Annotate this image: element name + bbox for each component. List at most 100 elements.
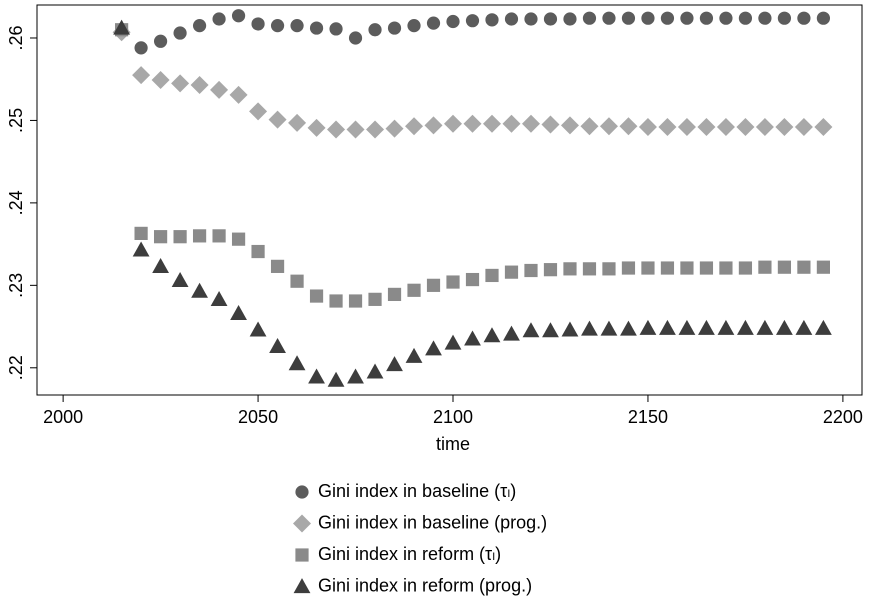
data-point <box>152 257 169 273</box>
data-point <box>582 11 597 25</box>
data-point <box>678 319 696 335</box>
data-point <box>329 22 343 36</box>
data-point <box>463 114 482 133</box>
data-point <box>173 230 187 244</box>
data-point <box>387 21 402 35</box>
data-point <box>407 283 421 297</box>
data-point <box>699 11 714 25</box>
y-tick-label: .23 <box>6 273 26 298</box>
data-point <box>464 330 481 346</box>
data-point <box>524 263 538 278</box>
data-point <box>446 275 460 289</box>
legend-marker <box>295 548 309 562</box>
data-point <box>327 371 345 387</box>
data-point <box>426 278 441 292</box>
data-point <box>777 11 792 25</box>
y-tick-label: .25 <box>6 108 26 133</box>
data-point <box>738 261 753 275</box>
data-point <box>308 368 325 384</box>
data-point <box>680 11 694 25</box>
data-point <box>269 337 286 353</box>
data-point <box>719 261 733 275</box>
data-point <box>268 110 287 129</box>
data-point <box>270 19 285 33</box>
data-point <box>444 334 462 350</box>
data-point <box>698 319 715 335</box>
data-point <box>482 114 501 133</box>
data-point <box>660 11 675 25</box>
data-point <box>755 118 774 137</box>
data-point <box>366 363 384 379</box>
legend-label: Gini index in baseline (τₗ) <box>318 481 516 501</box>
data-point <box>524 12 538 26</box>
data-point <box>288 113 307 132</box>
data-point <box>641 261 655 275</box>
data-point <box>446 14 460 29</box>
data-point <box>581 320 598 336</box>
legend-label: Gini index in reform (τₗ) <box>318 544 501 564</box>
data-point <box>795 319 813 335</box>
data-point <box>699 261 714 275</box>
data-point <box>368 23 382 37</box>
data-point <box>716 118 735 137</box>
data-point <box>738 11 753 25</box>
data-point <box>387 287 402 302</box>
legend-label: Gini index in baseline (prog.) <box>318 512 547 532</box>
x-tick-label: 2100 <box>433 407 473 427</box>
data-point <box>641 11 655 25</box>
data-point <box>249 321 267 337</box>
data-point <box>290 19 304 33</box>
data-point <box>231 9 246 23</box>
data-point <box>600 320 618 336</box>
data-point <box>171 271 189 287</box>
data-point <box>659 319 676 335</box>
data-point <box>307 118 326 137</box>
data-point <box>542 322 559 338</box>
data-point <box>677 118 696 137</box>
data-point <box>639 319 657 335</box>
data-point <box>717 319 735 335</box>
data-point <box>405 117 424 136</box>
data-point <box>385 119 404 138</box>
data-point <box>797 11 811 25</box>
data-point <box>290 274 304 288</box>
data-point <box>621 261 636 275</box>
data-point <box>191 282 208 298</box>
data-point <box>658 118 677 137</box>
data-point <box>503 325 520 341</box>
data-point <box>386 356 403 372</box>
data-point <box>173 26 187 40</box>
data-point <box>560 116 579 135</box>
legend-marker <box>293 514 311 533</box>
data-point <box>797 260 811 274</box>
data-point <box>230 304 247 320</box>
x-axis-label: time <box>436 434 470 454</box>
data-point <box>563 262 577 276</box>
data-point <box>212 229 226 243</box>
data-point <box>251 244 265 259</box>
data-point <box>113 19 131 35</box>
data-point <box>776 319 793 335</box>
data-point <box>563 12 577 26</box>
data-point <box>660 261 675 275</box>
data-point <box>541 115 560 134</box>
legend-label: Gini index in reform (prog.) <box>318 575 532 595</box>
data-point <box>543 12 558 26</box>
data-point <box>231 232 246 246</box>
data-point <box>522 322 540 338</box>
data-point <box>697 118 716 137</box>
data-point <box>638 118 657 137</box>
data-point <box>192 19 207 33</box>
data-point <box>521 114 540 133</box>
data-point <box>582 262 597 276</box>
x-tick-label: 2150 <box>628 407 668 427</box>
data-point <box>794 118 813 137</box>
y-tick-label: .26 <box>6 25 26 50</box>
data-point <box>210 80 229 99</box>
data-point <box>288 355 306 371</box>
x-tick-label: 2000 <box>43 407 83 427</box>
data-point <box>580 117 599 136</box>
data-point <box>153 34 168 48</box>
data-point <box>736 118 755 137</box>
